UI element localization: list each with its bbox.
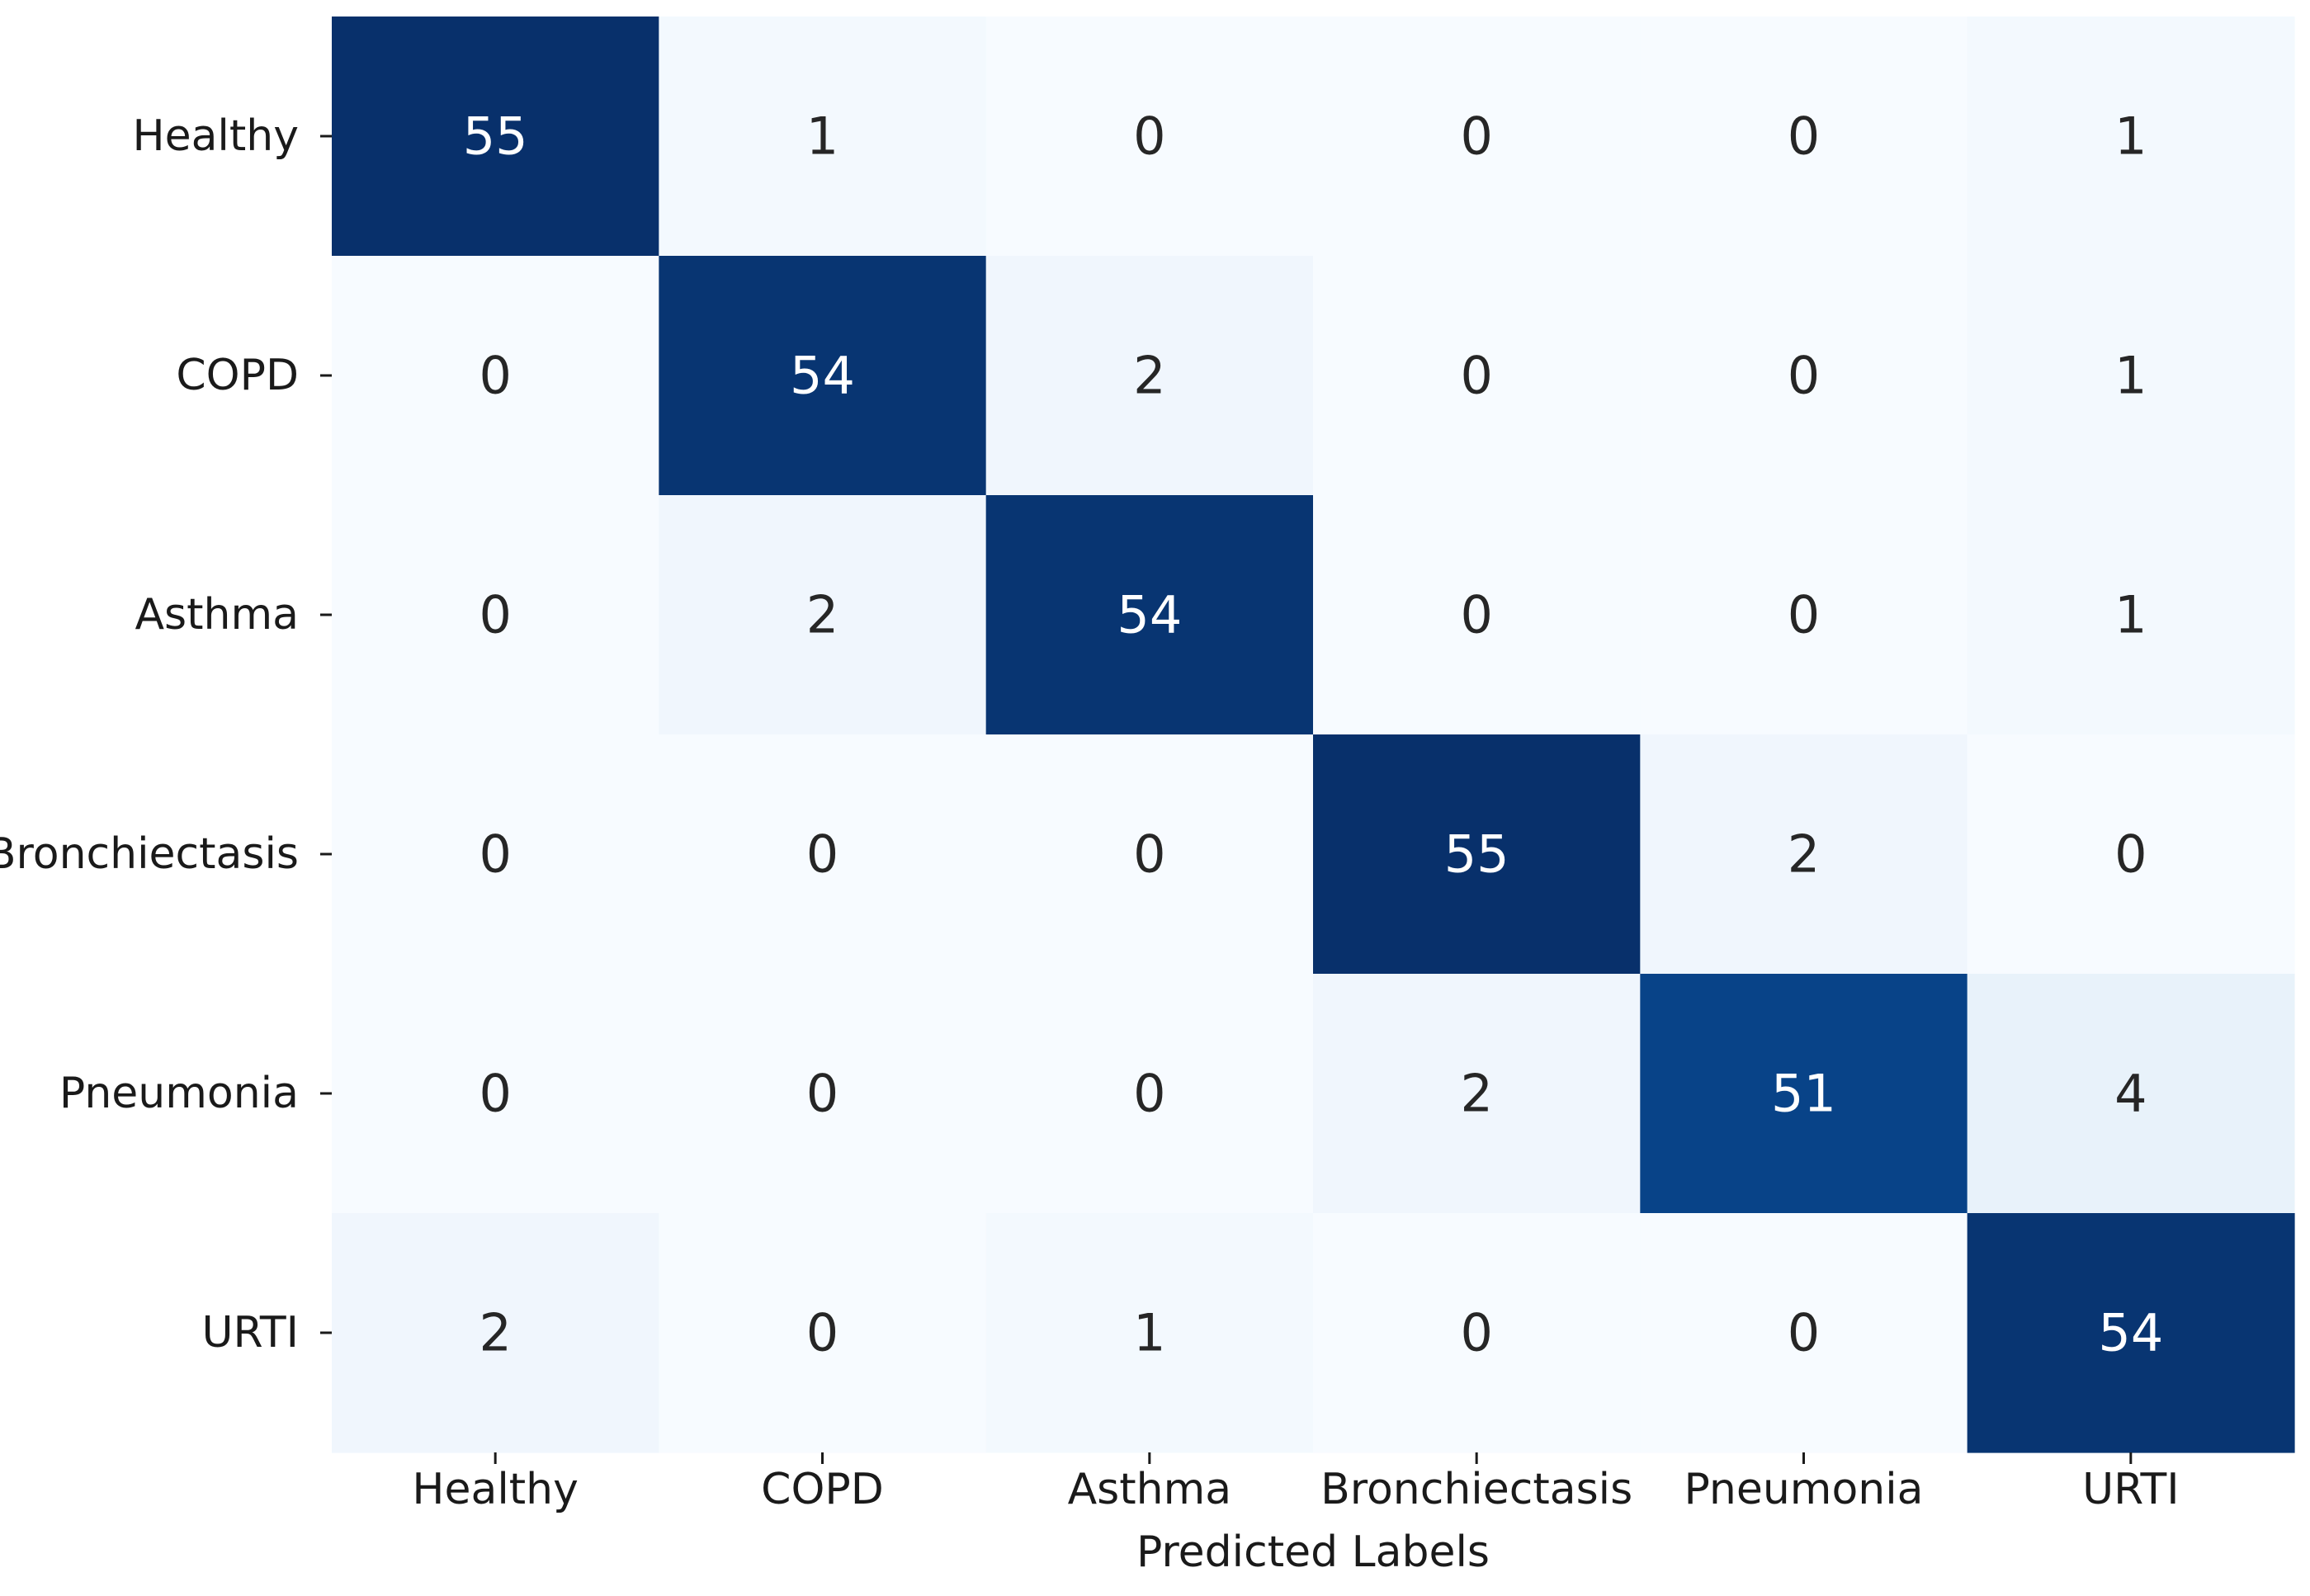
heatmap-cell-3-1 (659, 734, 987, 975)
cell-value-label-5-2: 1 (1133, 1303, 1165, 1363)
heatmap-cell-1-3 (1313, 256, 1641, 496)
cell-value-labels: 55 1 0 0 0 1 0 54 2 0 0 1 0 2 54 0 0 1 0 0 0 55 2 0 0 0 0 2 51 4 2 0 1 0 0… (463, 106, 2164, 1363)
heatmap-cell-2-0 (332, 495, 659, 735)
heatmap-cell-5-0 (332, 1213, 659, 1453)
heatmap-cell-1-1 (659, 256, 987, 496)
x-tick-label-3: Bronchiectasis (1320, 1465, 1632, 1514)
heatmap-cell-0-1 (659, 17, 987, 257)
y-tick-label-1: COPD (176, 351, 299, 400)
cell-value-label-1-4: 0 (1788, 346, 1820, 406)
heatmap-cell-3-3 (1313, 734, 1641, 975)
y-tick-label-0: Healthy (132, 111, 299, 161)
heatmap-cell-0-5 (1967, 17, 2295, 257)
cell-value-label-2-4: 0 (1788, 585, 1820, 645)
heatmap-cell-1-2 (985, 256, 1314, 496)
cell-value-label-0-2: 0 (1133, 106, 1165, 167)
cell-value-label-5-1: 0 (806, 1303, 838, 1363)
cell-value-label-4-3: 2 (1460, 1064, 1492, 1124)
heatmap-cell-0-0 (332, 17, 659, 257)
cell-value-label-2-5: 1 (2114, 585, 2147, 645)
heatmap-cell-3-5 (1967, 734, 2295, 975)
heatmap-cell-1-4 (1640, 256, 1968, 496)
heatmap-cell-0-2 (985, 17, 1314, 257)
cell-value-label-3-0: 0 (479, 824, 511, 885)
heatmap-cell-2-5 (1967, 495, 2295, 735)
cell-value-label-1-2: 2 (1133, 346, 1165, 406)
heatmap-cell-4-5 (1967, 974, 2295, 1214)
cell-value-label-2-2: 54 (1117, 585, 1182, 645)
heatmap-cell-2-3 (1313, 495, 1641, 735)
cell-value-label-0-1: 1 (806, 106, 838, 167)
heatmap-cell-3-2 (985, 734, 1314, 975)
heatmap-cell-1-0 (332, 256, 659, 496)
y-tick-label-5: URTI (201, 1308, 299, 1358)
cell-value-label-2-1: 2 (806, 585, 838, 645)
x-tick-label-0: Healthy (412, 1465, 579, 1514)
cell-value-label-3-2: 0 (1133, 824, 1165, 885)
cell-value-label-5-0: 2 (479, 1303, 511, 1363)
y-tick-label-4: Pneumonia (59, 1069, 299, 1118)
y-axis-ticks: Healthy COPD Asthma Bronchiectasis Pneumonia… (0, 111, 332, 1358)
cell-value-label-4-2: 0 (1133, 1064, 1165, 1124)
heatmap-cell-3-4 (1640, 734, 1968, 975)
x-axis-title: Predicted Labels (1136, 1528, 1490, 1577)
cell-value-label-4-4: 51 (1771, 1064, 1836, 1124)
heatmap-cell-1-5 (1967, 256, 2295, 496)
cell-value-label-1-5: 1 (2114, 346, 2147, 406)
heatmap-cell-4-2 (985, 974, 1314, 1214)
x-tick-label-2: Asthma (1068, 1465, 1232, 1514)
heatmap-cell-5-3 (1313, 1213, 1641, 1453)
heatmap-cell-4-4 (1640, 974, 1968, 1214)
cell-value-label-0-3: 0 (1460, 106, 1492, 167)
cell-value-label-1-0: 0 (479, 346, 511, 406)
x-tick-label-5: URTI (2082, 1465, 2180, 1514)
heatmap-cell-2-4 (1640, 495, 1968, 735)
cell-value-label-5-3: 0 (1460, 1303, 1492, 1363)
heatmap-cell-0-4 (1640, 17, 1968, 257)
y-tick-label-2: Asthma (135, 590, 299, 640)
y-tick-label-3: Bronchiectasis (0, 829, 299, 879)
heatmap-cell-2-1 (659, 495, 987, 735)
cell-value-label-0-5: 1 (2114, 106, 2147, 167)
cell-value-label-3-4: 2 (1788, 824, 1820, 885)
x-axis-ticks: Healthy COPD Asthma Bronchiectasis Pneumonia… (412, 1452, 2180, 1514)
heatmap-cell-4-0 (332, 974, 659, 1214)
cell-value-label-4-0: 0 (479, 1064, 511, 1124)
heatmap-cell-3-0 (332, 734, 659, 975)
cell-value-label-4-1: 0 (806, 1064, 838, 1124)
heatmap-cell-4-3 (1313, 974, 1641, 1214)
cell-value-label-4-5: 4 (2114, 1064, 2147, 1124)
x-tick-label-1: COPD (761, 1465, 884, 1514)
cell-value-label-3-1: 0 (806, 824, 838, 885)
cell-value-label-2-0: 0 (479, 585, 511, 645)
heatmap-cell-5-4 (1640, 1213, 1968, 1453)
x-tick-label-4: Pneumonia (1684, 1465, 1923, 1514)
heatmap-cell-5-1 (659, 1213, 987, 1453)
cell-value-label-5-4: 0 (1788, 1303, 1820, 1363)
cell-value-label-5-5: 54 (2098, 1303, 2163, 1363)
cell-value-label-2-3: 0 (1460, 585, 1492, 645)
cell-value-label-1-3: 0 (1460, 346, 1492, 406)
heatmap-cells (332, 17, 2295, 1453)
heatmap-cell-5-5 (1967, 1213, 2295, 1453)
heatmap-cell-0-3 (1313, 17, 1641, 257)
cell-value-label-3-3: 55 (1444, 824, 1509, 885)
cell-value-label-3-5: 0 (2114, 824, 2147, 885)
heatmap-cell-4-1 (659, 974, 987, 1214)
cell-value-label-0-0: 55 (463, 106, 528, 167)
heatmap-cell-5-2 (985, 1213, 1314, 1453)
heatmap-cell-2-2 (985, 495, 1314, 735)
cell-value-label-0-4: 0 (1788, 106, 1820, 167)
cell-value-label-1-1: 54 (790, 346, 855, 406)
